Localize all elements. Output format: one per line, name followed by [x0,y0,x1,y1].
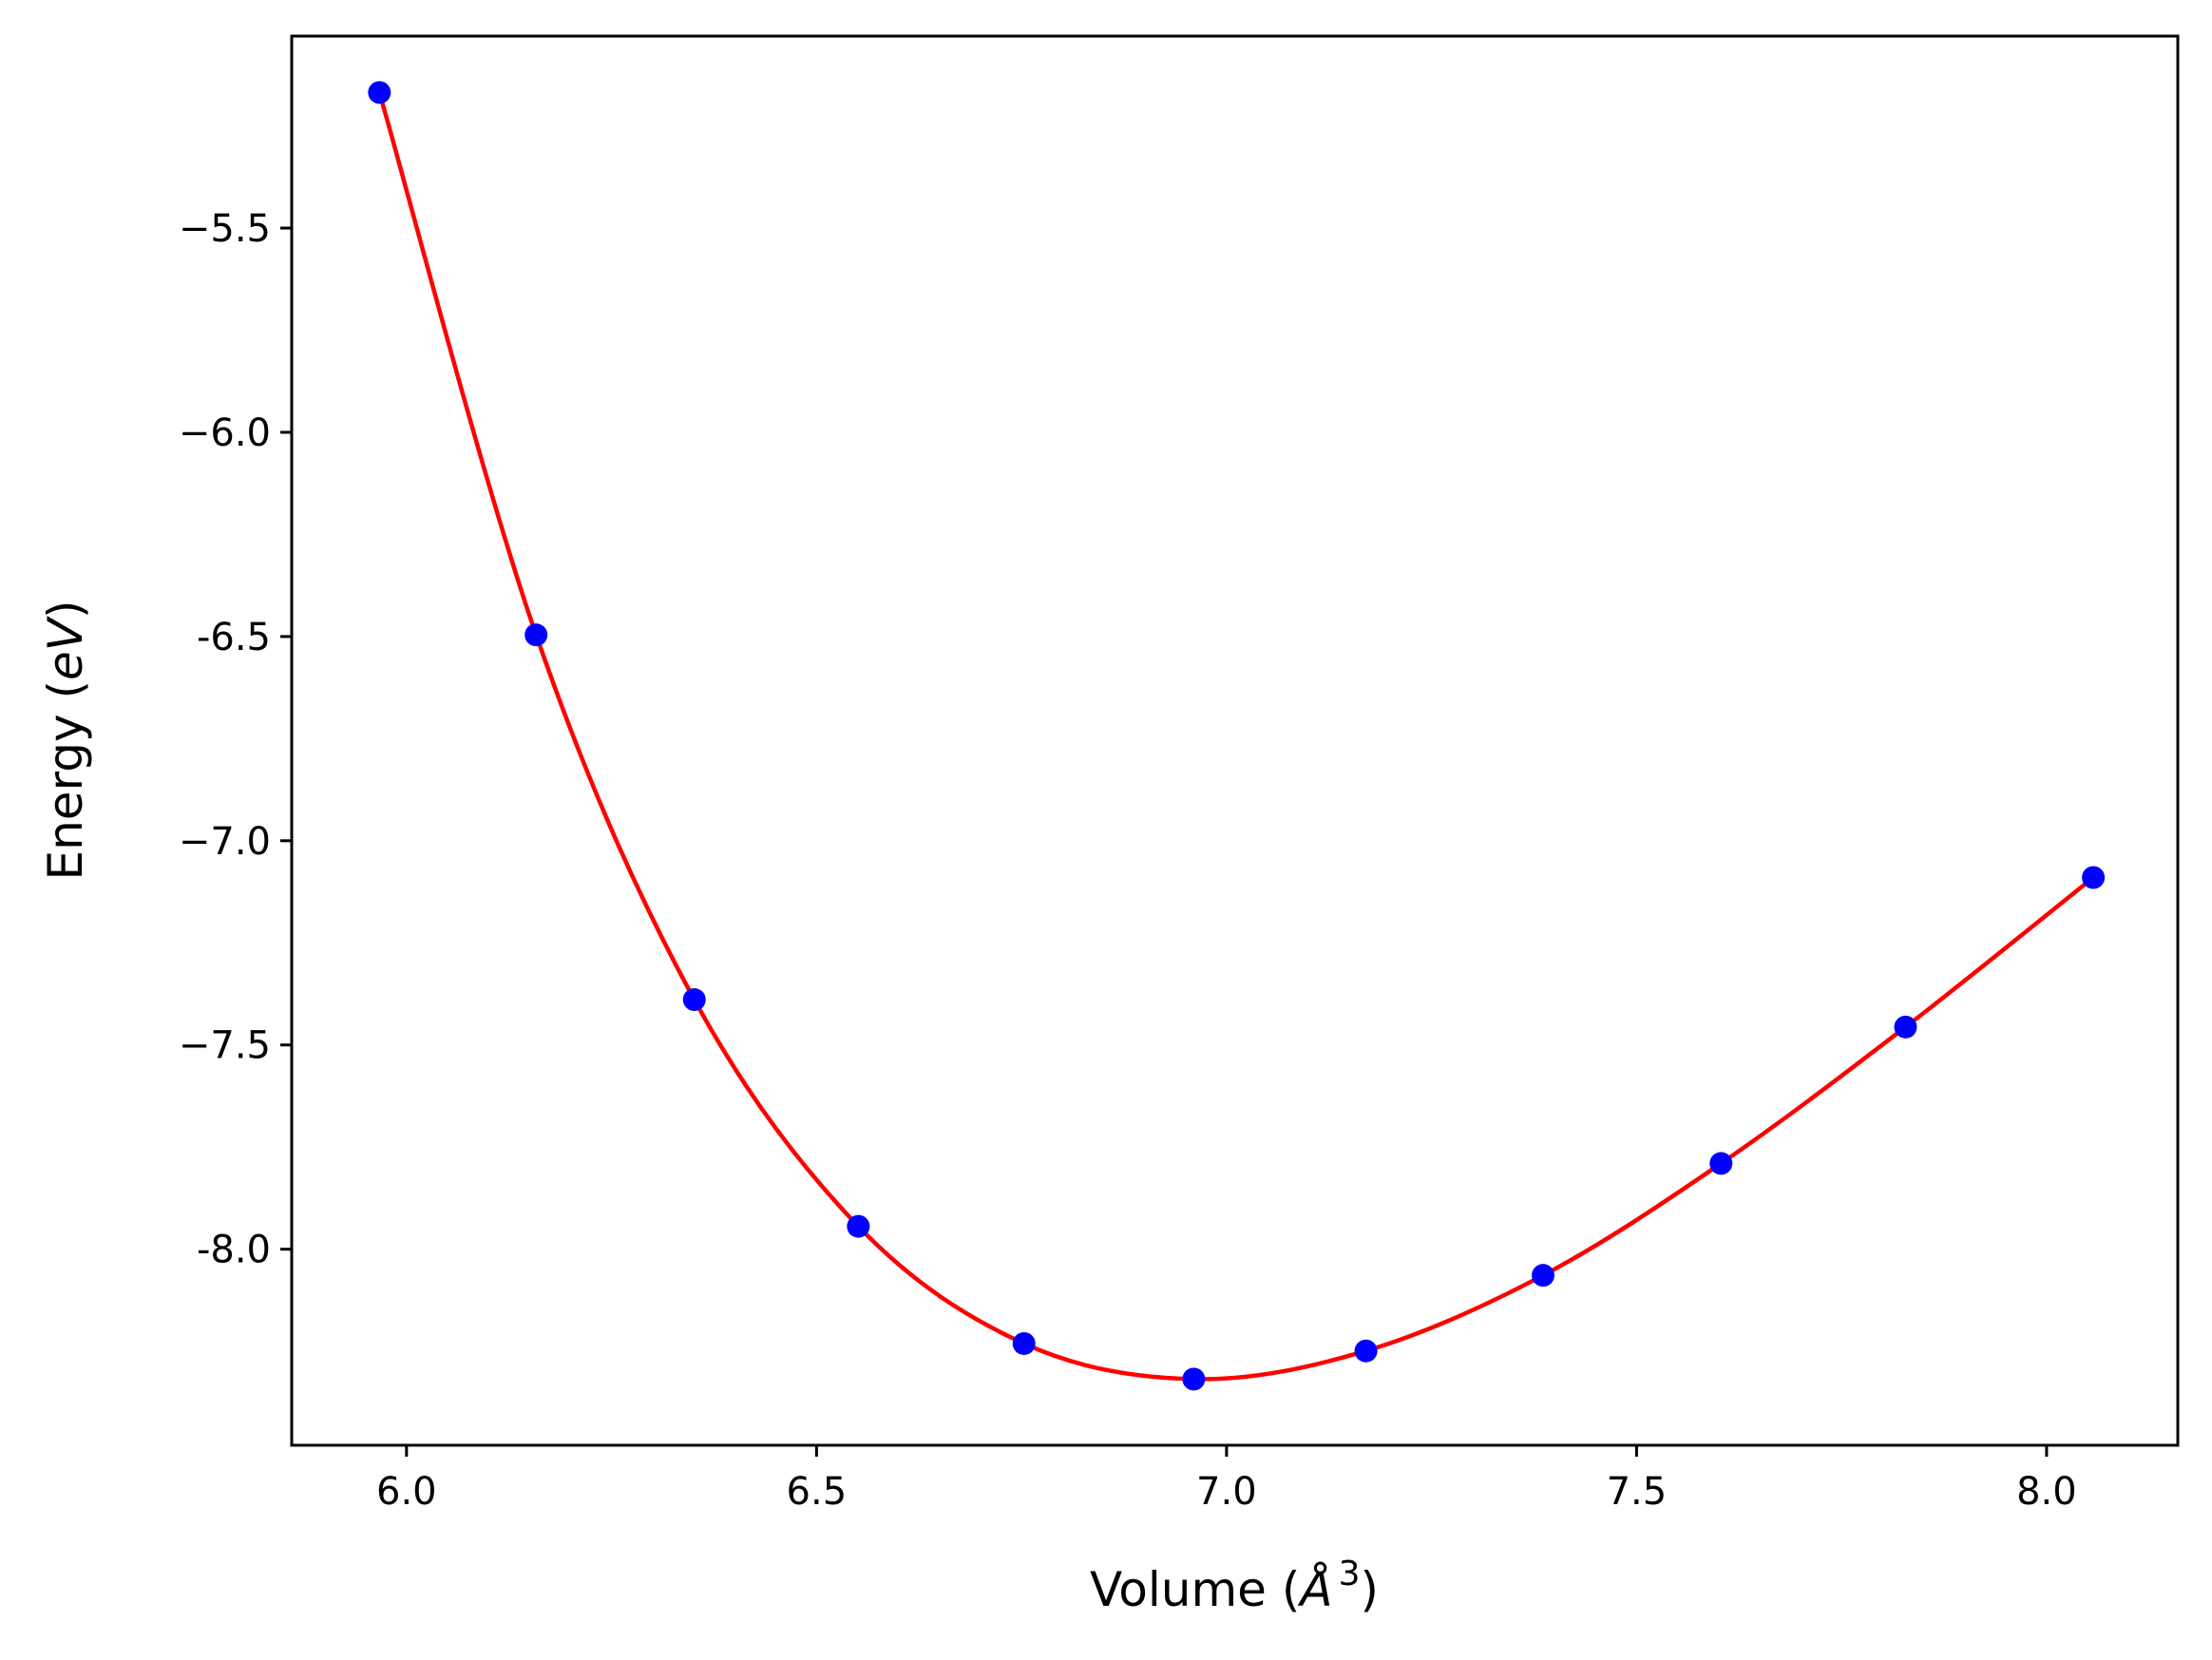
data-point-8 [1532,1264,1555,1288]
fit-curve-layer [377,91,2095,1382]
data-point-9 [1709,1152,1733,1175]
plot-frame [290,34,2180,1447]
data-points-layer [368,81,2106,1391]
x-axis-label: Volume (Å 3) [1090,1555,1379,1617]
data-point-3 [682,988,706,1012]
x-tick-label: 7.0 [1196,1470,1257,1514]
y-tick-label: −6.0 [179,411,271,455]
x-tick-label: 7.5 [1607,1470,1668,1514]
y-axis-label: Energy (eV) [38,601,93,881]
y-tick-label: −5.5 [179,207,271,251]
x-axis-label-prefix: Volume ( [1090,1562,1300,1617]
y-axis-label-suffix: ) [38,601,93,620]
x-ticks: 6.0 6.5 7.0 7.5 8.0 [376,1445,2077,1514]
y-tick-label: -6.5 [197,616,271,659]
y-axis-label-prefix: Energy ( [38,680,93,880]
x-axis-label-suffix: ) [1360,1562,1379,1617]
data-point-7 [1354,1339,1378,1363]
data-point-6 [1182,1367,1206,1391]
fit-curve [377,91,2095,1382]
y-ticks: −5.5 −6.0 -6.5 −7.0 −7.5 -8.0 [179,207,292,1272]
x-tick-label: 6.0 [376,1470,437,1514]
x-tick-label: 8.0 [2016,1470,2077,1514]
x-axis-label-superscript: 3 [1339,1555,1361,1593]
y-axis-label-symbol: eV [38,615,93,680]
data-point-2 [524,623,548,647]
y-tick-label: −7.0 [179,820,271,864]
data-point-1 [368,81,391,105]
data-point-5 [1012,1331,1036,1355]
y-tick-label: -8.0 [197,1229,271,1272]
data-point-11 [2082,866,2106,889]
y-tick-label: −7.5 [179,1024,271,1068]
x-axis-label-symbol: Å [1297,1562,1332,1617]
data-point-4 [847,1214,870,1238]
data-point-10 [1894,1015,1917,1039]
x-tick-label: 6.5 [787,1470,848,1514]
